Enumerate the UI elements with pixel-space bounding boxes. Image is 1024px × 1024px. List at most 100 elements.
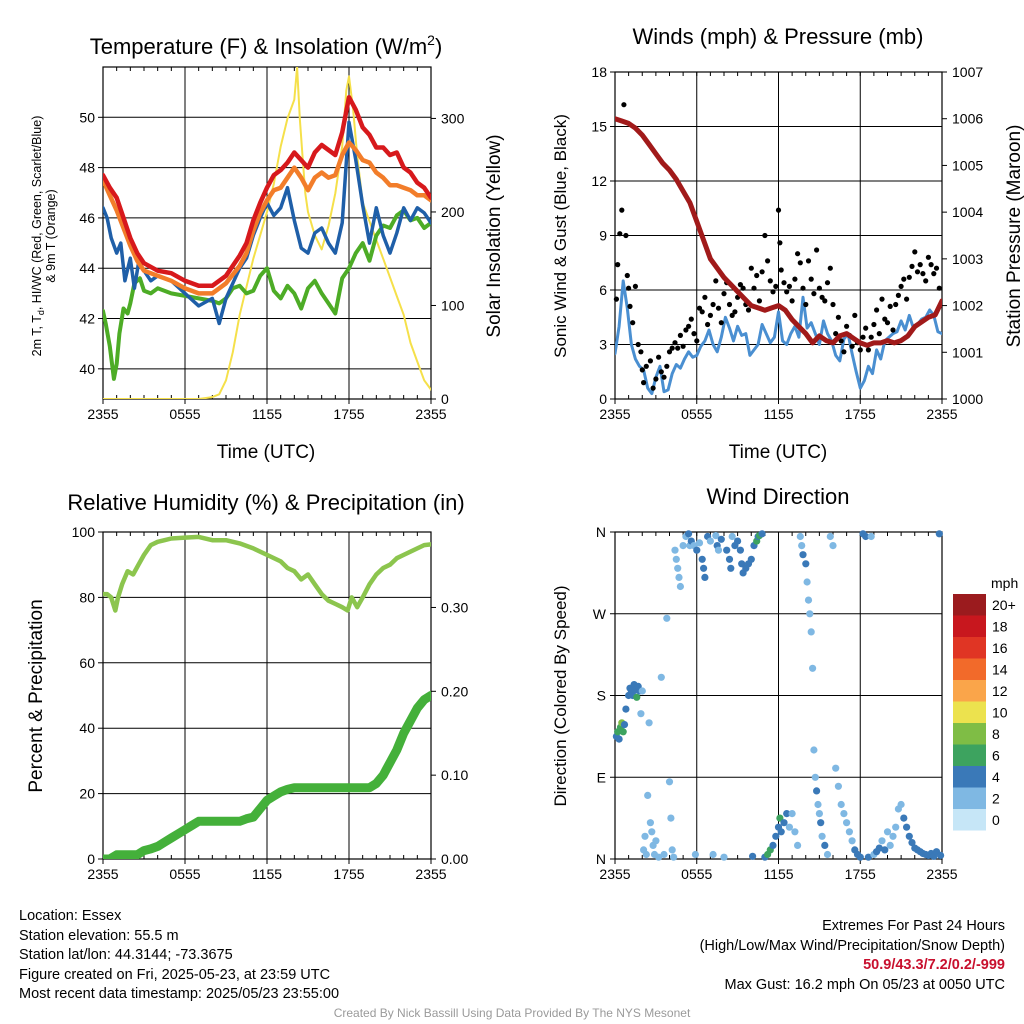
wind-direction-point xyxy=(875,844,883,852)
wind-direction-point xyxy=(802,560,810,568)
wind-direction-point xyxy=(747,555,755,563)
wind-direction-point xyxy=(878,837,886,845)
wind-direction-point xyxy=(667,814,675,822)
wind-ytick-label: 6 xyxy=(599,282,607,298)
temp-xtick-label: 0555 xyxy=(169,406,200,422)
wind-direction-point xyxy=(615,735,623,743)
wind-direction-point xyxy=(679,542,687,550)
gust-point xyxy=(887,303,893,309)
winds-panel: 2355 0555 1155 1755 235503691215181000100110… xyxy=(591,64,983,422)
wind-direction-point xyxy=(815,810,824,818)
gust-point xyxy=(666,349,673,355)
temperature-xlabel: Time (UTC) xyxy=(217,442,316,463)
gust-point xyxy=(756,298,763,304)
gust-point xyxy=(822,298,828,304)
wind-direction-point xyxy=(776,814,784,822)
wind-direction-point xyxy=(717,535,725,543)
dir-ytick-label: S xyxy=(597,688,606,704)
humidity-panel-title: Relative Humidity (%) & Precipitation (i… xyxy=(67,490,464,515)
wind-direction-point xyxy=(845,828,854,836)
gust-point xyxy=(759,269,765,275)
wind-direction-point xyxy=(637,710,645,718)
dir-ytick-label: W xyxy=(593,606,607,622)
wind-ytick-label: 15 xyxy=(591,119,607,135)
gust-point xyxy=(936,285,942,291)
gust-point xyxy=(740,285,746,291)
gust-point xyxy=(786,283,793,289)
wind-direction-point xyxy=(900,814,908,822)
pressure-y2tick-label: 1003 xyxy=(952,251,983,267)
wind-direction-point xyxy=(937,851,945,860)
speed-legend-label: 0 xyxy=(992,812,1000,828)
solar-y2tick-label: 0 xyxy=(441,391,449,407)
temp-ytick-label: 44 xyxy=(79,260,95,276)
gust-point xyxy=(718,320,724,326)
station-elevation: Station elevation: 55.5 m xyxy=(19,927,179,944)
gust-point xyxy=(923,278,929,284)
wind-direction-point xyxy=(772,832,780,840)
wind-xtick-label: 1755 xyxy=(845,406,876,422)
wind-direction-point xyxy=(892,823,900,831)
rh-ytick-label: 100 xyxy=(72,524,96,540)
speed-legend-swatch xyxy=(953,658,986,680)
gust-point xyxy=(696,305,703,311)
precip-y2tick-label: 0.00 xyxy=(441,851,468,867)
rh-xtick-label: 2355 xyxy=(87,866,118,882)
wind-direction-point xyxy=(806,610,814,618)
wind-direction-point xyxy=(864,853,873,861)
extremes-info: Extremes For Past 24 Hours (High/Low/Max… xyxy=(700,917,1005,995)
wind-direction-point xyxy=(698,555,706,563)
gust-point xyxy=(777,240,783,246)
wind-direction-point xyxy=(834,782,843,790)
temp-ytick-label: 46 xyxy=(79,210,95,226)
dewpoint-line xyxy=(103,208,431,381)
gust-point xyxy=(754,272,760,279)
speed-legend-title: mph xyxy=(991,575,1018,591)
gust-point xyxy=(688,316,694,322)
gust-point xyxy=(732,309,738,315)
gust-point xyxy=(658,369,664,375)
wind-direction-point xyxy=(685,530,693,538)
wind-xtick-label: 2355 xyxy=(926,406,957,422)
gust-point xyxy=(737,282,744,288)
wind-direction-point xyxy=(695,539,704,547)
wind-direction-point xyxy=(701,573,709,582)
wind-direction-point xyxy=(675,573,683,582)
gust-point xyxy=(686,323,692,329)
gust-point xyxy=(656,354,662,360)
temperature-panel-title: Temperature (F) & Insolation (W/m2) xyxy=(90,32,443,59)
dir-xtick-label: 1755 xyxy=(845,866,876,882)
wind-direction-point xyxy=(720,853,728,861)
gust-point xyxy=(882,316,888,322)
rh-ytick-label: 0 xyxy=(87,851,95,867)
gust-point xyxy=(827,265,833,271)
gust-point xyxy=(653,376,659,382)
solar-insolation-line xyxy=(103,67,431,399)
wind-direction-point xyxy=(714,546,723,554)
wind-direction-point xyxy=(728,532,736,541)
gust-point xyxy=(626,285,632,291)
gust-point xyxy=(699,309,705,315)
rh-ytick-label: 80 xyxy=(79,589,95,605)
wind-direction-point xyxy=(668,846,676,854)
wind-xtick-label: 2355 xyxy=(599,406,630,422)
gust-point xyxy=(876,331,882,337)
gust-point xyxy=(808,276,814,282)
gust-point xyxy=(868,334,874,340)
wind-direction-point xyxy=(796,532,804,541)
gust-point xyxy=(641,380,647,386)
wind-direction-point xyxy=(823,850,832,859)
speed-legend-swatch xyxy=(953,594,986,616)
gust-point xyxy=(745,307,752,313)
gust-point xyxy=(632,283,639,289)
gust-point xyxy=(705,321,711,328)
gust-point xyxy=(833,331,839,337)
wind-direction-point xyxy=(788,810,796,818)
gust-point xyxy=(715,305,722,311)
heat-index-windchill-line xyxy=(103,120,431,326)
dir-ytick-label: E xyxy=(597,769,606,785)
rh-ytick-label: 20 xyxy=(79,786,95,802)
gust-point xyxy=(871,321,877,328)
gust-point xyxy=(707,312,714,318)
